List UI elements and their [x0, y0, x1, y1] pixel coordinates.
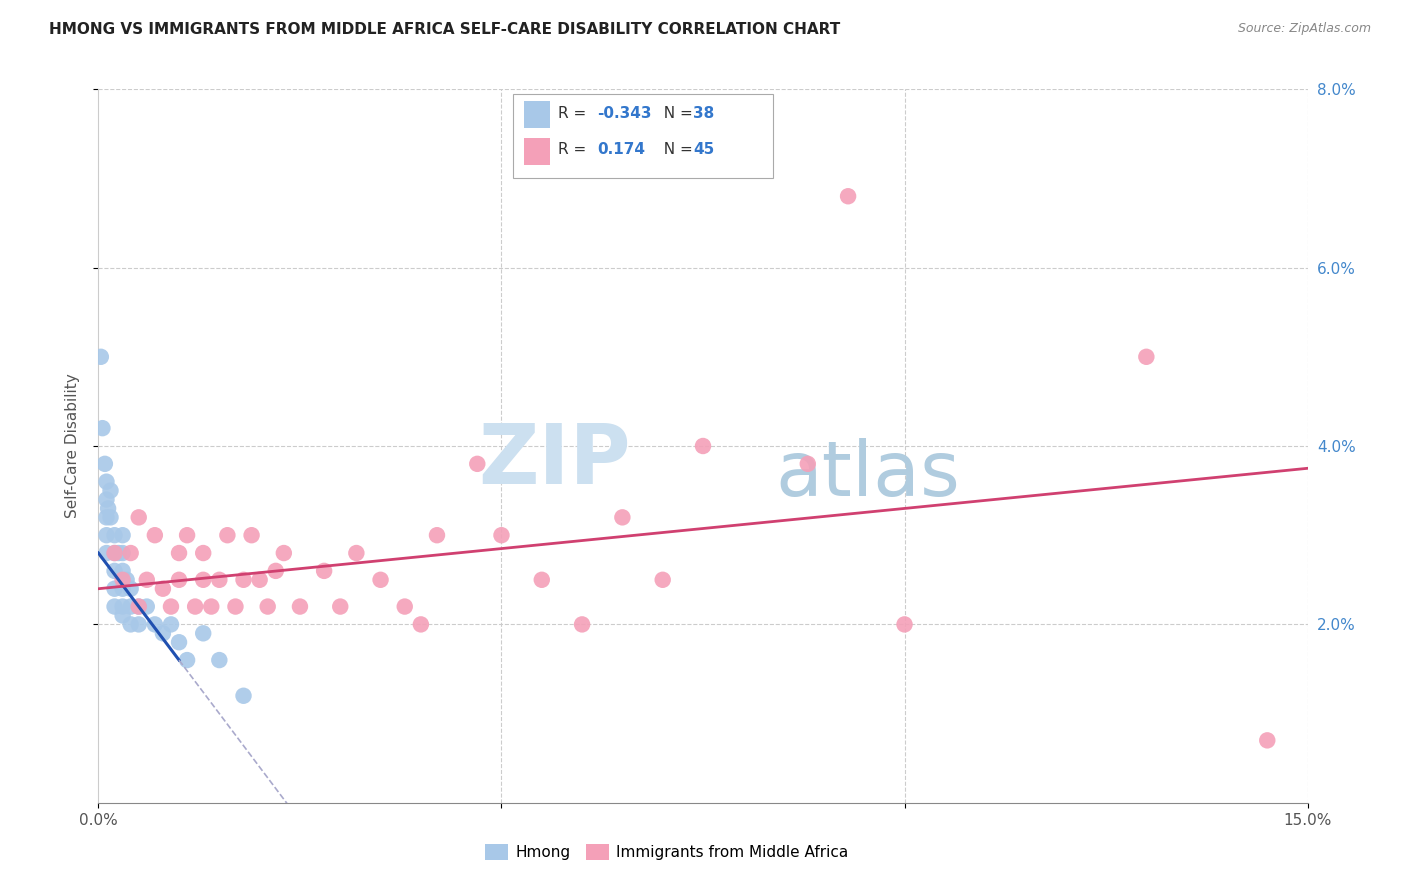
- Point: [128, 510, 150, 524]
- Point: [571, 617, 593, 632]
- Text: N =: N =: [654, 106, 697, 120]
- Point: [103, 599, 125, 614]
- Point: [530, 573, 553, 587]
- Text: Source: ZipAtlas.com: Source: ZipAtlas.com: [1237, 22, 1371, 36]
- Point: [90, 350, 112, 364]
- Point: [167, 546, 190, 560]
- Point: [111, 564, 134, 578]
- Point: [96, 528, 118, 542]
- Text: 45: 45: [693, 143, 714, 157]
- Point: [103, 546, 125, 560]
- Point: [344, 546, 367, 560]
- Text: HMONG VS IMMIGRANTS FROM MIDDLE AFRICA SELF-CARE DISABILITY CORRELATION CHART: HMONG VS IMMIGRANTS FROM MIDDLE AFRICA S…: [49, 22, 841, 37]
- Point: [314, 564, 336, 578]
- Point: [152, 626, 174, 640]
- Text: 38: 38: [693, 106, 714, 120]
- Point: [208, 573, 231, 587]
- Text: N =: N =: [654, 143, 697, 157]
- Text: ZIP: ZIP: [478, 420, 630, 500]
- Point: [193, 626, 215, 640]
- Point: [103, 546, 125, 560]
- Text: -0.343: -0.343: [598, 106, 652, 120]
- Point: [232, 573, 254, 587]
- Point: [111, 599, 134, 614]
- Point: [200, 599, 222, 614]
- Y-axis label: Self-Care Disability: Self-Care Disability: [65, 374, 80, 518]
- Point: [160, 617, 183, 632]
- Point: [103, 564, 125, 578]
- Point: [103, 582, 125, 596]
- Point: [224, 599, 246, 614]
- Point: [208, 653, 231, 667]
- Point: [143, 528, 166, 542]
- Point: [264, 564, 287, 578]
- Point: [465, 457, 488, 471]
- Point: [100, 510, 122, 524]
- Point: [128, 599, 150, 614]
- Point: [651, 573, 673, 587]
- Point: [135, 599, 157, 614]
- Point: [120, 582, 142, 596]
- Point: [893, 617, 915, 632]
- Point: [120, 617, 142, 632]
- Text: 0.174: 0.174: [598, 143, 645, 157]
- Point: [273, 546, 295, 560]
- Point: [409, 617, 432, 632]
- Point: [612, 510, 634, 524]
- Point: [96, 475, 118, 489]
- Point: [426, 528, 449, 542]
- Point: [111, 582, 134, 596]
- Point: [249, 573, 271, 587]
- Point: [111, 573, 134, 587]
- Point: [184, 599, 207, 614]
- Point: [837, 189, 859, 203]
- Point: [107, 546, 129, 560]
- Point: [193, 546, 215, 560]
- Text: R =: R =: [558, 106, 592, 120]
- Point: [232, 689, 254, 703]
- Point: [167, 573, 190, 587]
- Point: [135, 573, 157, 587]
- Point: [103, 528, 125, 542]
- Point: [91, 421, 114, 435]
- Point: [176, 653, 198, 667]
- Point: [128, 599, 150, 614]
- Point: [152, 582, 174, 596]
- Point: [111, 528, 134, 542]
- Point: [1135, 350, 1157, 364]
- Point: [797, 457, 820, 471]
- Text: atlas: atlas: [776, 438, 960, 511]
- Point: [160, 599, 183, 614]
- Point: [167, 635, 190, 649]
- Point: [120, 546, 142, 560]
- Point: [97, 501, 120, 516]
- Point: [692, 439, 714, 453]
- Point: [193, 573, 215, 587]
- Point: [111, 608, 134, 623]
- Point: [1256, 733, 1278, 747]
- Text: R =: R =: [558, 143, 592, 157]
- Point: [128, 617, 150, 632]
- Point: [240, 528, 263, 542]
- Point: [100, 483, 122, 498]
- Point: [111, 546, 134, 560]
- Point: [96, 546, 118, 560]
- Point: [370, 573, 392, 587]
- Point: [143, 617, 166, 632]
- Point: [176, 528, 198, 542]
- Point: [329, 599, 352, 614]
- Point: [96, 510, 118, 524]
- Legend: Hmong, Immigrants from Middle Africa: Hmong, Immigrants from Middle Africa: [478, 838, 855, 866]
- Point: [394, 599, 416, 614]
- Point: [115, 573, 138, 587]
- Point: [96, 492, 118, 507]
- Point: [491, 528, 513, 542]
- Point: [94, 457, 117, 471]
- Point: [288, 599, 311, 614]
- Point: [120, 599, 142, 614]
- Point: [256, 599, 278, 614]
- Point: [217, 528, 239, 542]
